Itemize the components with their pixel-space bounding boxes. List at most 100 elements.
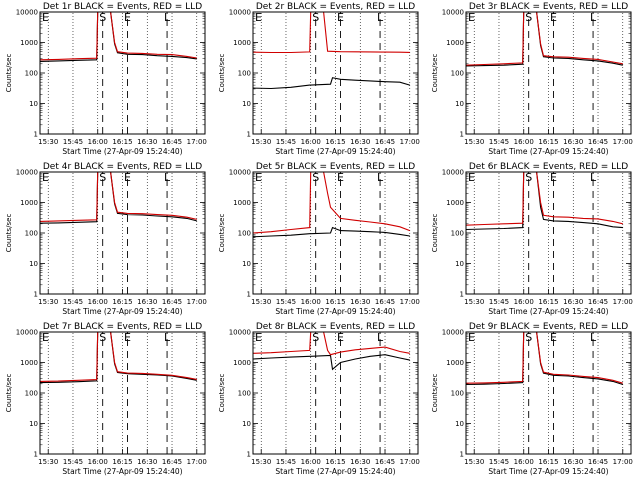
x-axis-label: Start Time (27-Apr-09 15:24:40): [488, 467, 608, 476]
x-tick-label: 17:00: [613, 458, 633, 466]
y-tick-label: 100: [238, 390, 251, 398]
y-tick-label: 1: [34, 291, 38, 299]
plot-frame: [465, 331, 632, 455]
x-tick-label: 15:30: [38, 138, 58, 146]
y-tick-label: 10: [242, 420, 251, 428]
marker-label: E: [42, 171, 49, 184]
y-axis-label: Counts/sec: [218, 214, 226, 253]
detector-panel-7: Det 7r BLACK = Events, RED = LLD 1 10 100 10…: [0, 320, 213, 480]
x-tick-label: 17:00: [400, 138, 420, 146]
y-tick-label: 1000: [233, 359, 251, 367]
series-line-lld: [253, 332, 410, 356]
plot-frame: [39, 331, 206, 455]
chart-title: Det 4r BLACK = Events, RED = LLD: [43, 162, 202, 172]
marker-label: L: [164, 331, 171, 344]
x-tick-label: 15:45: [276, 138, 296, 146]
x-tick-label: 16:15: [112, 298, 132, 306]
x-tick-label: 16:30: [137, 298, 157, 306]
x-tick-label: 16:45: [162, 298, 182, 306]
y-tick-label: 100: [451, 70, 464, 78]
x-tick-label: 15:30: [251, 298, 271, 306]
x-tick-label: 16:30: [350, 298, 370, 306]
marker-label: S: [525, 331, 532, 344]
x-tick-label: 16:15: [538, 458, 558, 466]
plot-frame: [39, 11, 206, 135]
plot-frame: [465, 11, 632, 135]
x-tick-label: 17:00: [400, 458, 420, 466]
y-axis-label: Counts/sec: [218, 54, 226, 93]
series-line-lld: [466, 12, 623, 66]
series-line-lld: [253, 172, 410, 234]
marker-label: L: [164, 11, 171, 24]
detector-chart-9: Det 9r BLACK = Events, RED = LLD 1 10 100 10…: [431, 322, 633, 476]
detector-panel-9: Det 9r BLACK = Events, RED = LLD 1 10 100 10…: [426, 320, 639, 480]
x-tick-label: 16:30: [563, 138, 583, 146]
x-tick-label: 15:30: [464, 298, 484, 306]
plot-frame: [252, 171, 419, 295]
series-group: [466, 332, 623, 386]
series-line-lld: [466, 172, 623, 226]
series-group: [466, 172, 623, 231]
x-axis-label: Start Time (27-Apr-09 15:24:40): [488, 147, 608, 156]
x-tick-label: 16:00: [88, 298, 108, 306]
chart-title: Det 3r BLACK = Events, RED = LLD: [469, 2, 628, 12]
marker-label: L: [590, 171, 597, 184]
y-tick-label: 100: [25, 390, 38, 398]
x-axis-label: Start Time (27-Apr-09 15:24:40): [62, 307, 182, 316]
series-line-events: [466, 172, 623, 231]
y-tick-label: 100: [25, 70, 38, 78]
marker-label: E: [255, 11, 262, 24]
x-tick-label: 16:45: [375, 458, 395, 466]
x-tick-label: 15:30: [38, 458, 58, 466]
marker-label: S: [525, 11, 532, 24]
x-tick-label: 16:15: [325, 138, 345, 146]
x-tick-label: 15:45: [63, 458, 83, 466]
x-tick-label: 16:45: [375, 298, 395, 306]
y-tick-label: 10: [455, 260, 464, 268]
y-tick-label: 10000: [442, 329, 464, 337]
x-tick-label: 16:30: [350, 138, 370, 146]
y-tick-label: 10: [242, 260, 251, 268]
marker-label: L: [377, 331, 384, 344]
y-axis-label: Counts/sec: [431, 374, 439, 413]
marker-label: E: [124, 171, 131, 184]
x-tick-label: 16:15: [112, 138, 132, 146]
chart-title: Det 2r BLACK = Events, RED = LLD: [256, 2, 415, 12]
y-tick-label: 10: [29, 100, 38, 108]
marker-label: E: [124, 331, 131, 344]
x-tick-label: 16:45: [375, 138, 395, 146]
x-axis-label: Start Time (27-Apr-09 15:24:40): [62, 467, 182, 476]
plot-frame: [39, 171, 206, 295]
y-tick-label: 1: [460, 131, 464, 139]
x-tick-label: 17:00: [187, 298, 207, 306]
series-line-events: [466, 12, 623, 67]
chart-title: Det 8r BLACK = Events, RED = LLD: [256, 322, 415, 332]
x-tick-label: 15:30: [251, 458, 271, 466]
marker-label: E: [255, 331, 262, 344]
detector-chart-7: Det 7r BLACK = Events, RED = LLD 1 10 100 10…: [5, 322, 207, 476]
x-axis-label: Start Time (27-Apr-09 15:24:40): [488, 307, 608, 316]
x-tick-label: 16:45: [162, 138, 182, 146]
x-tick-label: 17:00: [187, 138, 207, 146]
detector-chart-5: Det 5r BLACK = Events, RED = LLD 1 10 100 10…: [218, 162, 420, 316]
y-tick-label: 1: [34, 451, 38, 459]
x-tick-label: 15:45: [63, 298, 83, 306]
marker-label: E: [550, 11, 557, 24]
y-tick-label: 1000: [446, 39, 464, 47]
y-tick-label: 10: [29, 420, 38, 428]
x-axis-label: Start Time (27-Apr-09 15:24:40): [62, 147, 182, 156]
x-tick-label: 15:45: [489, 138, 509, 146]
y-tick-label: 1000: [233, 199, 251, 207]
series-group: [253, 172, 410, 238]
x-tick-label: 17:00: [187, 458, 207, 466]
series-line-lld: [466, 332, 623, 384]
detector-panel-5: Det 5r BLACK = Events, RED = LLD 1 10 100 10…: [213, 160, 426, 320]
detector-chart-6: Det 6r BLACK = Events, RED = LLD 1 10 100 10…: [431, 162, 633, 316]
chart-title: Det 9r BLACK = Events, RED = LLD: [469, 322, 628, 332]
detector-panel-3: Det 3r BLACK = Events, RED = LLD 1 10 100 10…: [426, 0, 639, 160]
x-tick-label: 16:00: [301, 138, 321, 146]
x-tick-label: 16:15: [112, 458, 132, 466]
y-axis-label: Counts/sec: [5, 54, 13, 93]
x-tick-label: 16:30: [563, 458, 583, 466]
detector-chart-3: Det 3r BLACK = Events, RED = LLD 1 10 100 10…: [431, 2, 633, 156]
